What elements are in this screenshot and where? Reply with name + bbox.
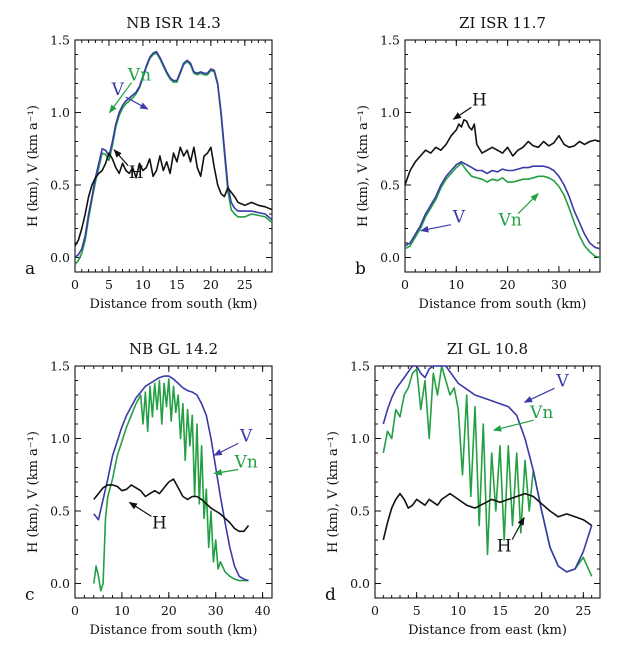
x-tick-label: 5 (413, 603, 421, 618)
series-line-V (74, 50, 273, 259)
annotation-label-H: H (497, 537, 512, 557)
annotation-label-H: H (472, 90, 487, 110)
panel-b-xlabel: Distance from south (km) (419, 297, 587, 312)
annotation-arrow-Vn (109, 82, 133, 114)
x-tick-label: 10 (114, 603, 130, 618)
annotation-arrow-Vn (213, 468, 239, 476)
x-tick-label: 20 (161, 603, 177, 618)
y-tick-label: 1.0 (350, 431, 370, 446)
panel-b: ZI ISR 11.7 0 10 20 30 0.0 0.5 1.0 1.5 Distance f… (355, 14, 601, 312)
annotation-arrow-H (511, 516, 525, 540)
panel-d-frame (374, 365, 601, 599)
x-tick-label: 0 (71, 603, 79, 618)
annotation-label-V: V (239, 426, 253, 446)
x-tick-label: 40 (255, 603, 271, 618)
y-tick-label: 0.0 (380, 250, 400, 265)
annotation-arrow-Vn (517, 193, 539, 215)
series-line-H (74, 146, 273, 247)
panel-c: NB GL 14.2 0 10 20 30 40 0.0 0.5 1.0 1.5 Distance … (25, 340, 273, 638)
y-tick-label: 0.5 (350, 504, 370, 519)
panel-c-xlabel: Distance from south (km) (90, 623, 258, 638)
series-line-V (404, 161, 601, 250)
annotation-arrow-H (113, 149, 129, 167)
annotation-arrow-V (523, 387, 555, 403)
x-tick-label: 5 (105, 277, 113, 292)
panel-c-ylabel: H (km), V (km a⁻¹) (26, 431, 41, 553)
series-line-H (93, 478, 250, 533)
y-tick-label: 0.0 (50, 250, 70, 265)
annotation-arrow-V (213, 442, 239, 456)
series-line-Vn (404, 162, 601, 259)
panel-c-title: NB GL 14.2 (129, 340, 218, 358)
panel-b-frame (404, 39, 601, 273)
y-tick-label: 0.5 (50, 178, 70, 193)
x-tick-label: 20 (500, 277, 516, 292)
annotation-arrow-V (420, 224, 451, 233)
y-tick-label: 1.5 (350, 359, 370, 374)
series-line-H (404, 119, 601, 186)
y-tick-label: 0.0 (350, 576, 370, 591)
y-tick-label: 1.5 (50, 359, 70, 374)
y-tick-label: 1.5 (50, 33, 70, 48)
panel-a-letter: a (25, 259, 35, 279)
x-tick-label: 15 (492, 603, 508, 618)
panel-d: ZI GL 10.8 0 5 10 15 20 25 0.0 0.5 1.0 1.5 Distance… (325, 340, 601, 638)
panel-b-ylabel: H (km), V (km a⁻¹) (356, 105, 371, 227)
annotation-label-Vn: Vn (234, 453, 258, 473)
panel-a-title: NB ISR 14.3 (126, 14, 221, 32)
annotation-label-H: H (152, 513, 167, 533)
annotation-arrow-V (125, 96, 149, 110)
x-tick-label: 10 (135, 277, 151, 292)
y-tick-label: 1.0 (380, 105, 400, 120)
annotation-label-H: H (129, 163, 144, 183)
y-tick-label: 0.0 (50, 576, 70, 591)
y-tick-label: 1.0 (50, 105, 70, 120)
annotation-label-V: V (452, 208, 466, 228)
annotation-label-Vn: Vn (529, 403, 553, 423)
x-tick-label: 25 (575, 603, 591, 618)
annotation-arrow-H (128, 501, 152, 517)
annotation-arrow-Vn (492, 419, 534, 432)
x-tick-label: 15 (169, 277, 185, 292)
x-tick-label: 20 (203, 277, 219, 292)
panel-d-xlabel: Distance from east (km) (408, 623, 567, 638)
annotation-arrow-H (452, 106, 472, 120)
annotation-label-Vn: Vn (127, 66, 151, 86)
series-line-V (93, 375, 249, 582)
x-tick-label: 0 (371, 603, 379, 618)
x-tick-label: 30 (208, 603, 224, 618)
annotation-label-V: V (111, 80, 125, 100)
annotation-label-V: V (555, 371, 569, 391)
panel-d-letter: d (325, 585, 336, 605)
series-line-V (382, 365, 593, 573)
x-tick-label: 0 (401, 277, 409, 292)
x-tick-label: 0 (71, 277, 79, 292)
panel-d-title: ZI GL 10.8 (447, 340, 528, 358)
panel-b-letter: b (355, 259, 366, 279)
x-tick-label: 20 (534, 603, 550, 618)
x-tick-label: 25 (237, 277, 253, 292)
panel-c-letter: c (25, 585, 35, 605)
x-tick-label: 30 (551, 277, 567, 292)
panel-d-ylabel: H (km), V (km a⁻¹) (326, 431, 341, 553)
series-line-Vn (382, 365, 593, 577)
x-tick-label: 10 (450, 603, 466, 618)
panel-a-xlabel: Distance from south (km) (90, 297, 258, 312)
series-line-H (382, 492, 593, 541)
series-line-Vn (74, 52, 273, 266)
panel-b-title: ZI ISR 11.7 (459, 14, 546, 32)
annotation-label-Vn: Vn (498, 211, 522, 231)
y-tick-label: 1.0 (50, 431, 70, 446)
panel-a: NB ISR 14.3 0 5 10 15 20 25 0.0 0.5 1.0 1.5 Distanc… (25, 14, 273, 312)
y-tick-label: 1.5 (380, 33, 400, 48)
series-line-Vn (93, 378, 249, 592)
y-tick-label: 0.5 (380, 178, 400, 193)
x-tick-label: 10 (448, 277, 464, 292)
y-tick-label: 0.5 (50, 504, 70, 519)
panel-a-ylabel: H (km), V (km a⁻¹) (26, 105, 41, 227)
